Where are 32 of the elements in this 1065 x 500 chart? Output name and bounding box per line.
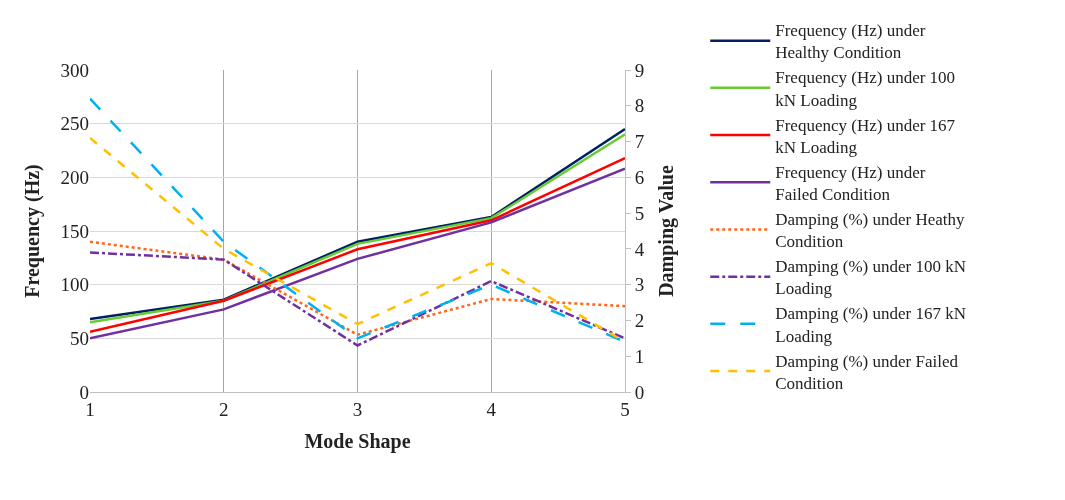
y2-tick-label: 1 xyxy=(634,345,645,367)
y2-tick-label: 0 xyxy=(634,381,645,403)
x-tick-label: 4 xyxy=(486,398,497,420)
y2-tick-label: 5 xyxy=(634,202,645,224)
legend-label: Damping (%) under 167 kN Loading xyxy=(775,304,966,346)
y2-tick-label: 7 xyxy=(634,131,645,153)
y-tick-label: 300 xyxy=(60,59,89,81)
y-tick-label: 50 xyxy=(70,327,89,349)
x-tick-label: 5 xyxy=(620,398,630,420)
x-tick-label: 2 xyxy=(219,398,229,420)
x-tick-label: 3 xyxy=(352,398,363,420)
y2-tick-label: 8 xyxy=(634,95,645,117)
legend-label: Frequency (Hz) under 100 kN Loading xyxy=(775,68,956,110)
legend-label: Frequency (Hz) under Healthy Condition xyxy=(775,21,926,63)
y2-tick-label: 2 xyxy=(634,310,645,332)
y-tick-label: 250 xyxy=(60,113,89,135)
y2-axis-title: Damping Value xyxy=(655,165,679,297)
y-axis-title: Frequency (Hz) xyxy=(21,164,44,298)
x-axis-title: Mode Shape xyxy=(304,430,411,454)
legend-label: Damping (%) under Heathy Condition xyxy=(775,210,966,252)
y2-tick-label: 3 xyxy=(634,274,645,296)
line-series xyxy=(90,240,625,337)
y-tick-label: 150 xyxy=(60,220,89,242)
legend-label: Frequency (Hz) under 167 kN Loading xyxy=(775,115,956,157)
y2-tick-label: 9 xyxy=(634,59,645,81)
y-tick-label: 200 xyxy=(60,166,89,188)
y-tick-label: 100 xyxy=(60,274,89,296)
legend-label: Damping (%) under Failed Condition xyxy=(775,351,959,393)
legend-label: Damping (%) under 100 kN Loading xyxy=(775,257,966,299)
y2-tick-label: 6 xyxy=(634,166,645,188)
y2-tick-label: 4 xyxy=(634,238,645,260)
legend-label: Frequency (Hz) under Failed Condition xyxy=(775,162,926,204)
